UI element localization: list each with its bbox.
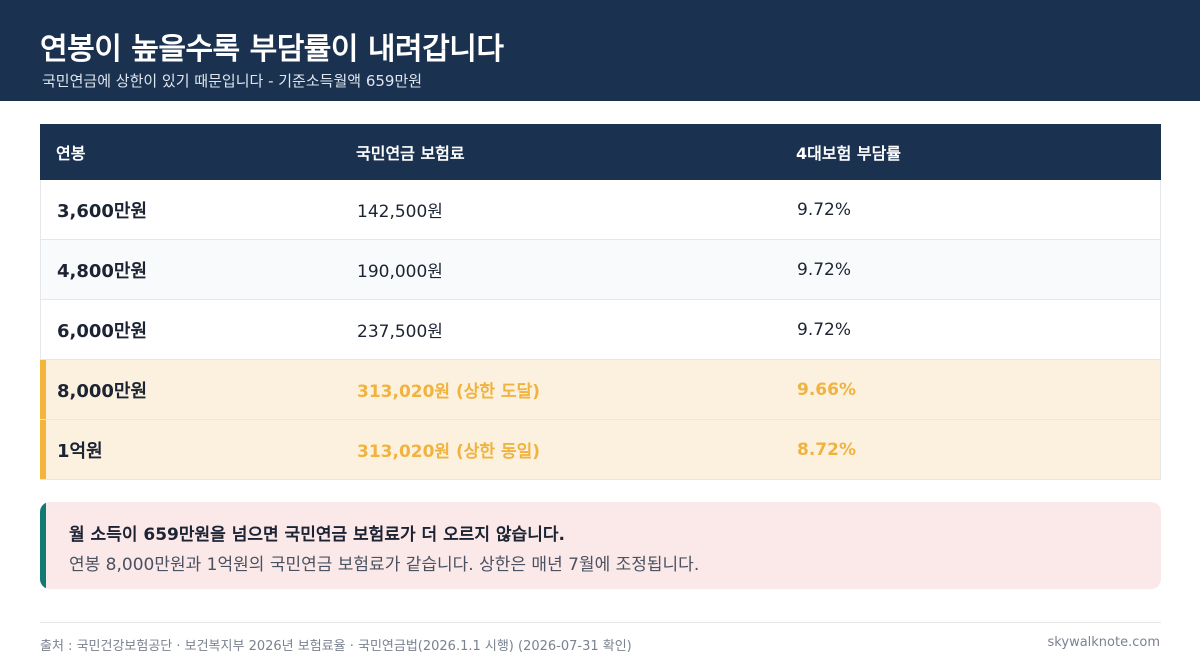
page-title: 연봉이 높을수록 부담률이 내려갑니다: [40, 32, 504, 67]
pension-cell: 142,500원: [357, 202, 443, 222]
footer-source: 출처 : 국민건강보험공단 · 보건복지부 2026년 보험료율 · 국민연금법…: [40, 639, 632, 654]
comparison-table: 연봉 국민연금 보험료 4대보험 부담률 3,600만원 142,500원 9.…: [40, 124, 1161, 480]
pension-cell: 313,020원 (상한 동일): [357, 442, 541, 462]
page-subtitle: 국민연금에 상한이 있기 때문입니다 - 기준소득월액 659만원: [42, 72, 423, 90]
rate-cell: 9.66%: [797, 379, 856, 400]
info-callout: 월 소득이 659만원을 넘으면 국민연금 보험료가 더 오르지 않습니다. 연…: [40, 502, 1161, 589]
salary-cell: 4,800만원: [57, 260, 148, 282]
salary-cell: 3,600만원: [57, 200, 148, 222]
table-row: 4,800만원 190,000원 9.72%: [40, 240, 1161, 300]
pension-cell: 237,500원: [357, 322, 443, 342]
salary-cell: 1억원: [57, 440, 103, 462]
callout-accent-bar: [40, 502, 46, 589]
column-header-salary: 연봉: [56, 144, 86, 163]
table-header-row: 연봉 국민연금 보험료 4대보험 부담률: [40, 124, 1161, 180]
salary-cell: 8,000만원: [57, 380, 148, 402]
table-row-highlighted: 1억원 313,020원 (상한 동일) 8.72%: [40, 420, 1161, 480]
footer-site-credit: skywalknote.com: [1047, 635, 1160, 650]
rate-cell: 8.72%: [797, 439, 856, 460]
table-row: 3,600만원 142,500원 9.72%: [40, 180, 1161, 240]
column-header-rate: 4대보험 부담률: [796, 144, 902, 163]
rate-cell: 9.72%: [797, 319, 852, 340]
salary-cell: 6,000만원: [57, 320, 148, 342]
callout-body: 연봉 8,000만원과 1억원의 국민연금 보험료가 같습니다. 상한은 매년 …: [69, 555, 700, 575]
table-row: 6,000만원 237,500원 9.72%: [40, 300, 1161, 360]
pension-cell: 313,020원 (상한 도달): [357, 382, 541, 402]
page-header: 연봉이 높을수록 부담률이 내려갑니다 국민연금에 상한이 있기 때문입니다 -…: [0, 0, 1200, 101]
footer-divider: [40, 622, 1161, 623]
pension-cell: 190,000원: [357, 262, 443, 282]
callout-headline: 월 소득이 659만원을 넘으면 국민연금 보험료가 더 오르지 않습니다.: [69, 525, 565, 545]
rate-cell: 9.72%: [797, 199, 852, 220]
column-header-pension: 국민연금 보험료: [356, 144, 465, 163]
table-row-highlighted: 8,000만원 313,020원 (상한 도달) 9.66%: [40, 360, 1161, 420]
rate-cell: 9.72%: [797, 259, 852, 280]
